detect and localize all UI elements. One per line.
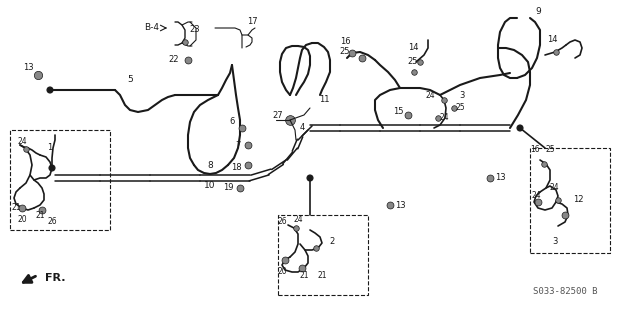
Text: 13: 13 bbox=[395, 201, 405, 210]
Text: 2: 2 bbox=[330, 238, 335, 247]
Text: 24: 24 bbox=[17, 137, 27, 146]
Text: 3: 3 bbox=[552, 238, 557, 247]
Text: 8: 8 bbox=[207, 160, 213, 169]
Text: 20: 20 bbox=[17, 216, 27, 225]
Text: 26: 26 bbox=[277, 218, 287, 226]
Text: 24: 24 bbox=[293, 216, 303, 225]
Text: 20: 20 bbox=[277, 268, 287, 277]
Text: 21: 21 bbox=[12, 204, 20, 212]
Text: 4: 4 bbox=[300, 123, 305, 132]
Text: 11: 11 bbox=[319, 95, 329, 105]
Text: 15: 15 bbox=[393, 108, 403, 116]
Text: B-4: B-4 bbox=[145, 24, 159, 33]
Text: 22: 22 bbox=[169, 56, 179, 64]
Bar bbox=[278, 215, 368, 295]
Circle shape bbox=[49, 165, 55, 171]
Text: 6: 6 bbox=[229, 117, 235, 127]
Text: 25: 25 bbox=[455, 103, 465, 113]
Text: 12: 12 bbox=[573, 196, 583, 204]
Text: 5: 5 bbox=[127, 76, 133, 85]
Text: 13: 13 bbox=[22, 63, 33, 71]
Text: 14: 14 bbox=[408, 43, 419, 53]
Text: 21: 21 bbox=[317, 271, 327, 280]
Text: S033-82500 B: S033-82500 B bbox=[532, 287, 597, 296]
Text: 10: 10 bbox=[204, 181, 216, 189]
Text: 26: 26 bbox=[47, 218, 57, 226]
Text: 27: 27 bbox=[273, 110, 284, 120]
Circle shape bbox=[47, 87, 53, 93]
Text: 25: 25 bbox=[408, 57, 419, 66]
Text: 18: 18 bbox=[230, 164, 241, 173]
Text: 25: 25 bbox=[340, 48, 350, 56]
Text: 16: 16 bbox=[340, 38, 350, 47]
Text: 19: 19 bbox=[223, 183, 233, 192]
Text: 14: 14 bbox=[547, 35, 557, 44]
Text: 23: 23 bbox=[189, 26, 200, 34]
Text: 3: 3 bbox=[460, 91, 465, 100]
Text: 9: 9 bbox=[535, 8, 541, 17]
Text: 25: 25 bbox=[545, 145, 555, 154]
Text: FR.: FR. bbox=[45, 273, 65, 283]
Bar bbox=[10, 130, 110, 230]
Text: 24: 24 bbox=[549, 183, 559, 192]
Text: 13: 13 bbox=[495, 174, 506, 182]
Text: 7: 7 bbox=[236, 140, 241, 150]
Text: 17: 17 bbox=[246, 18, 257, 26]
Text: 1: 1 bbox=[47, 144, 52, 152]
Text: 24: 24 bbox=[531, 190, 541, 199]
Text: 16: 16 bbox=[530, 145, 540, 154]
Circle shape bbox=[517, 125, 523, 131]
Text: 21: 21 bbox=[35, 211, 45, 219]
Bar bbox=[530, 148, 610, 253]
Text: 21: 21 bbox=[300, 271, 308, 280]
Circle shape bbox=[307, 175, 313, 181]
Text: 24: 24 bbox=[439, 114, 449, 122]
Text: 24: 24 bbox=[425, 91, 435, 100]
